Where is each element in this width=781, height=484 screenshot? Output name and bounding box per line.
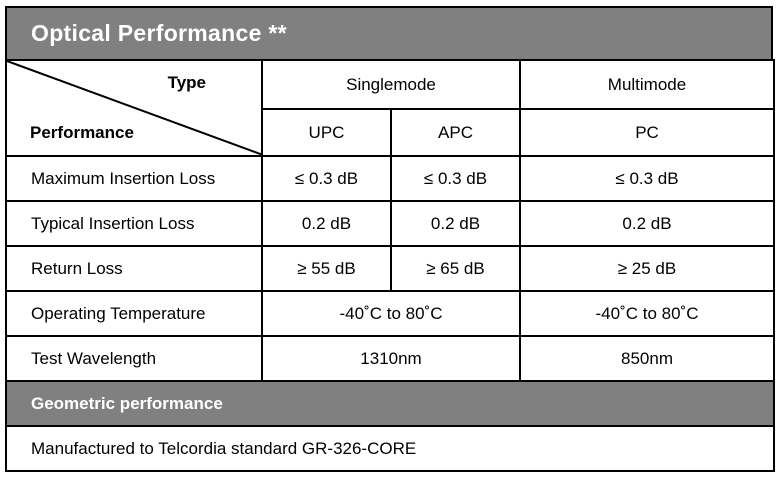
optical-performance-table-frame: Optical Performance ** Type Performance … (5, 6, 775, 478)
diagonal-header-cell: Type Performance (5, 59, 263, 157)
type-label: Type (167, 73, 206, 92)
diagonal-divider-line (7, 61, 263, 155)
geometric-text-row: Manufactured to Telcordia standard GR-32… (5, 425, 775, 472)
cell-pc: -40˚C to 80˚C (519, 290, 775, 337)
geometric-heading-row: Geometric performance (5, 380, 775, 427)
table-row: Return Loss ≥ 55 dB ≥ 65 dB ≥ 25 dB (5, 245, 775, 292)
apc-header: APC (390, 108, 521, 157)
row-label: Maximum Insertion Loss (5, 155, 263, 202)
cell-pc: 0.2 dB (519, 200, 775, 247)
singlemode-header: Singlemode (261, 59, 521, 110)
pc-header: PC (519, 108, 775, 157)
upc-header: UPC (261, 108, 392, 157)
cell-upc: ≥ 55 dB (261, 245, 392, 292)
header-row-connector: UPC APC PC (6, 108, 775, 157)
table-title: Optical Performance ** (31, 20, 287, 46)
cell-singlemode: 1310nm (261, 335, 521, 382)
cell-upc: ≤ 0.3 dB (261, 155, 392, 202)
cell-upc: 0.2 dB (261, 200, 392, 247)
table-title-bar: Optical Performance ** (5, 6, 773, 61)
row-label: Test Wavelength (5, 335, 263, 382)
cell-apc: 0.2 dB (390, 200, 521, 247)
cell-apc: ≥ 65 dB (390, 245, 521, 292)
cell-pc: 850nm (519, 335, 775, 382)
cell-apc: ≤ 0.3 dB (390, 155, 521, 202)
geometric-text: Manufactured to Telcordia standard GR-32… (5, 425, 775, 472)
cell-singlemode: -40˚C to 80˚C (261, 290, 521, 337)
table-row: Maximum Insertion Loss ≤ 0.3 dB ≤ 0.3 dB… (5, 155, 775, 202)
table-row: Operating Temperature -40˚C to 80˚C -40˚… (5, 290, 775, 337)
row-label: Return Loss (5, 245, 263, 292)
cell-pc: ≥ 25 dB (519, 245, 775, 292)
performance-table: Type Performance Singlemode Multimode UP… (5, 59, 775, 472)
header-row-type: Type Performance Singlemode Multimode (5, 59, 775, 157)
table-row: Typical Insertion Loss 0.2 dB 0.2 dB 0.2… (5, 200, 775, 247)
multimode-header: Multimode (519, 59, 775, 110)
performance-label: Performance (30, 123, 134, 142)
geometric-heading: Geometric performance (5, 380, 775, 427)
table-row: Test Wavelength 1310nm 850nm (5, 335, 775, 382)
row-label: Typical Insertion Loss (5, 200, 263, 247)
row-label: Operating Temperature (5, 290, 263, 337)
cell-pc: ≤ 0.3 dB (519, 155, 775, 202)
